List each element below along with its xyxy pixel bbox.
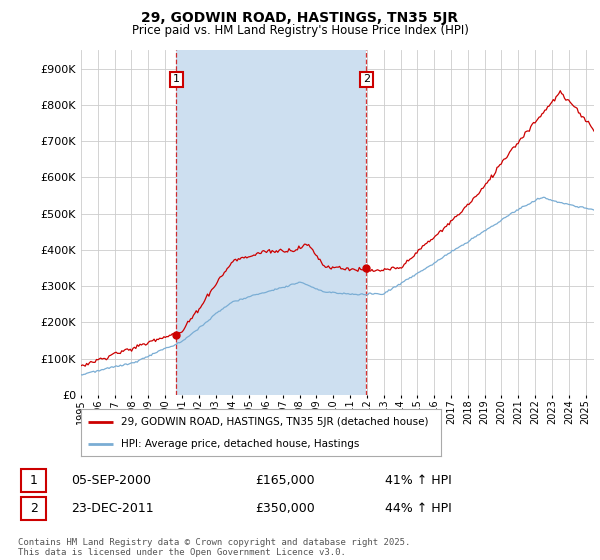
Text: 44% ↑ HPI: 44% ↑ HPI	[385, 502, 451, 515]
Text: 41% ↑ HPI: 41% ↑ HPI	[385, 474, 451, 487]
Text: 1: 1	[173, 74, 180, 85]
Text: £165,000: £165,000	[255, 474, 314, 487]
Text: Price paid vs. HM Land Registry's House Price Index (HPI): Price paid vs. HM Land Registry's House …	[131, 24, 469, 36]
FancyBboxPatch shape	[21, 469, 46, 492]
Text: £350,000: £350,000	[255, 502, 314, 515]
Text: 23-DEC-2011: 23-DEC-2011	[71, 502, 154, 515]
Text: HPI: Average price, detached house, Hastings: HPI: Average price, detached house, Hast…	[121, 438, 359, 449]
FancyBboxPatch shape	[21, 497, 46, 520]
Text: 05-SEP-2000: 05-SEP-2000	[71, 474, 152, 487]
Text: Contains HM Land Registry data © Crown copyright and database right 2025.
This d: Contains HM Land Registry data © Crown c…	[18, 538, 410, 557]
Text: 2: 2	[363, 74, 370, 85]
Text: 1: 1	[30, 474, 38, 487]
Text: 2: 2	[30, 502, 38, 515]
Text: 29, GODWIN ROAD, HASTINGS, TN35 5JR (detached house): 29, GODWIN ROAD, HASTINGS, TN35 5JR (det…	[121, 417, 428, 427]
Text: 29, GODWIN ROAD, HASTINGS, TN35 5JR: 29, GODWIN ROAD, HASTINGS, TN35 5JR	[142, 11, 458, 25]
Bar	[176, 50, 367, 395]
